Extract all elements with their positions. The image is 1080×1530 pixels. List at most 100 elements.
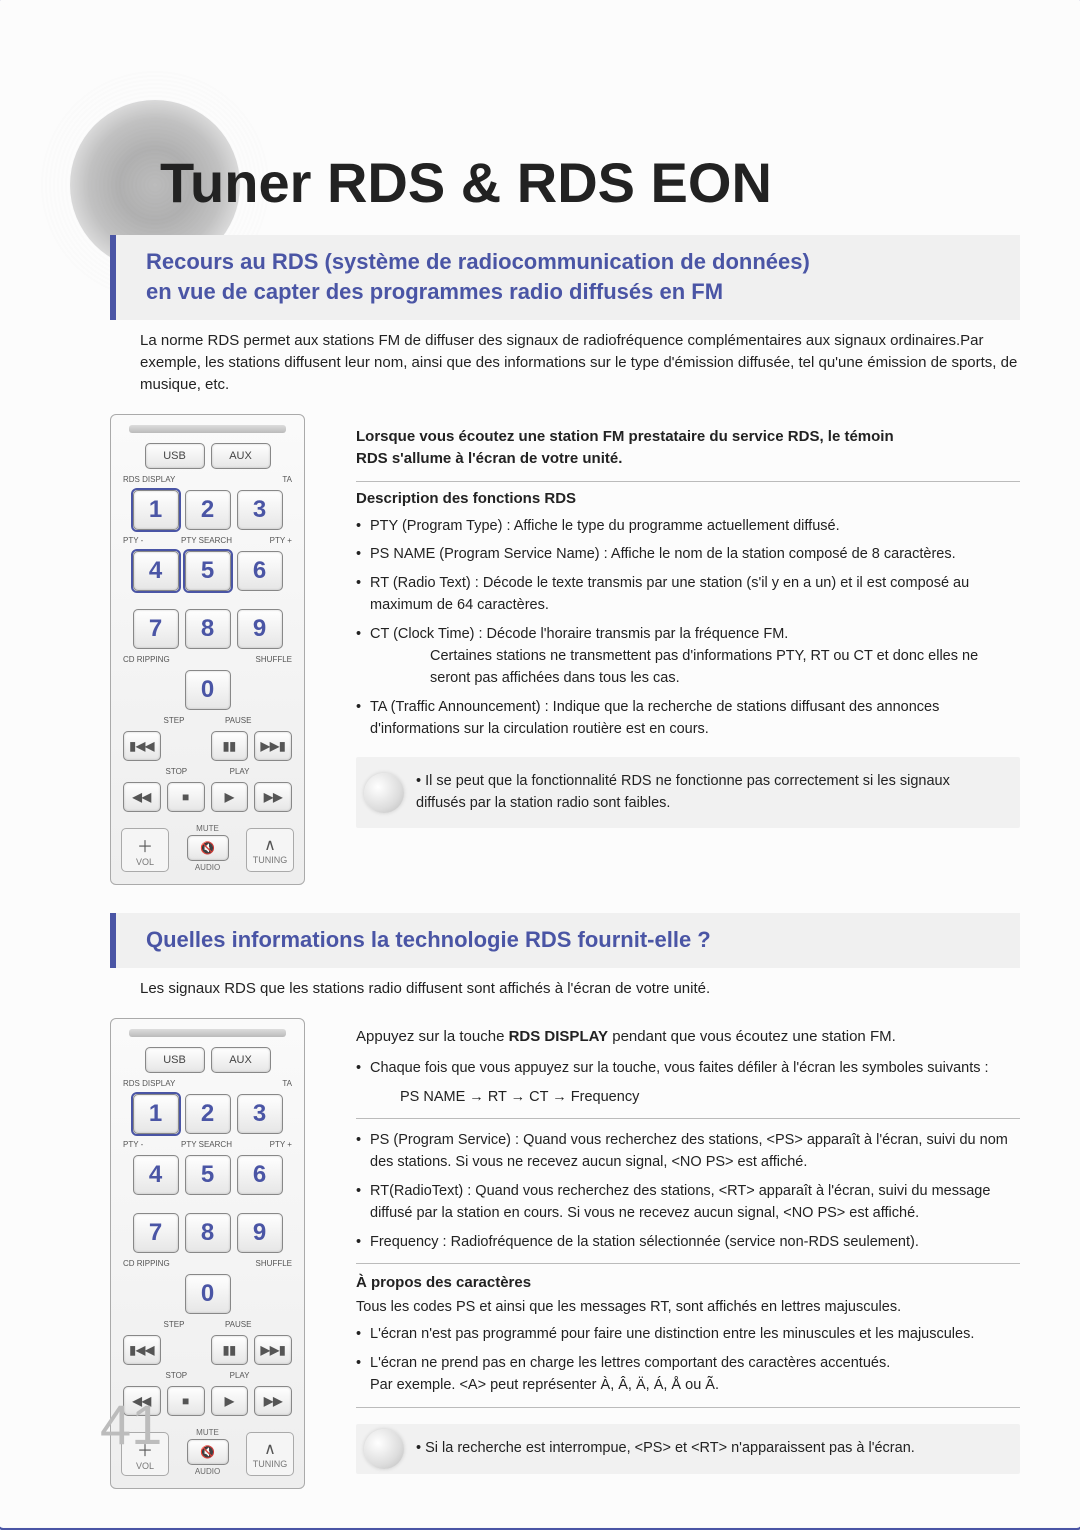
rds-display-label: RDS DISPLAY — [123, 475, 175, 484]
section2-list2: PS (Program Service) : Quand vous recher… — [356, 1129, 1020, 1253]
remote-row-0: 0 — [119, 670, 296, 710]
stop-button: ■ — [167, 782, 205, 812]
section1-header: Recours au RDS (système de radiocommunic… — [110, 235, 1020, 320]
page-title: Tuner RDS & RDS EON — [160, 150, 1020, 215]
section2-columns: USB AUX RDS DISPLAY TA 1 2 3 PTY - PTY S… — [110, 1018, 1020, 1489]
shuffle-label-2: SHUFFLE — [256, 1259, 292, 1268]
lead-line2: RDS s'allume à l'écran de votre unité. — [356, 450, 622, 467]
rds-ct-sub: Certaines stations ne transmettent pas d… — [430, 645, 1020, 690]
pty-search-label-2: PTY SEARCH — [181, 1140, 232, 1149]
remote-row-789: 7 8 9 — [119, 609, 296, 649]
remote-row-top: USB AUX — [119, 443, 296, 469]
remote-labels-stop: STOP PLAY — [119, 767, 296, 776]
pty-minus-label-2: PTY - — [123, 1140, 143, 1149]
s2-seq: PS NAME → RT → CT → Frequency — [400, 1086, 1020, 1108]
remote-bottom: ＋ VOL MUTE 🔇 AUDIO ∧ TUNING — [119, 824, 296, 872]
remote-labels-3: CD RIPPING SHUFFLE — [119, 655, 296, 664]
vol-button: ＋ VOL — [121, 828, 169, 872]
section1-columns: USB AUX RDS DISPLAY TA 1 2 3 PTY - PTY S… — [110, 414, 1020, 885]
s2-b1-text: Chaque fois que vous appuyez sur la touc… — [370, 1060, 989, 1076]
pause-label: PAUSE — [225, 716, 252, 725]
fwd-button-2: ▶▶ — [254, 1386, 292, 1416]
tune-up-icon-2: ∧ — [264, 1439, 276, 1459]
mute-label: MUTE — [196, 824, 219, 833]
mute-button-2: 🔇 — [187, 1439, 229, 1465]
num-2-button-2: 2 — [185, 1094, 231, 1134]
num-6-button-2: 6 — [237, 1155, 283, 1195]
prev-button: ▮◀◀ — [123, 731, 161, 761]
shuffle-label: SHUFFLE — [256, 655, 292, 664]
page-number: 41 — [100, 1392, 162, 1457]
section1-note: • Il se peut que la fonctionnalité RDS n… — [356, 757, 1020, 829]
s2-b1: Chaque fois que vous appuyez sur la touc… — [356, 1057, 1020, 1108]
tuning-button: ∧ TUNING — [246, 828, 294, 872]
audio-label-2: AUDIO — [195, 1467, 220, 1476]
num-4-button-2: 4 — [133, 1155, 179, 1195]
num-6-button: 6 — [237, 551, 283, 591]
step-label: STEP — [164, 716, 185, 725]
section2-header-text: Quelles informations la technologie RDS … — [146, 925, 1004, 955]
rule-2 — [356, 1263, 1020, 1264]
play-button-2: ▶ — [211, 1386, 249, 1416]
remote-row-456: 4 5 6 — [119, 551, 296, 591]
section1-header-line1: Recours au RDS (système de radiocommunic… — [146, 247, 1004, 277]
remote-row-123: 1 2 3 — [119, 490, 296, 530]
rule-1 — [356, 1118, 1020, 1119]
rds-display-label-2: RDS DISPLAY — [123, 1079, 175, 1088]
play-button: ▶ — [211, 782, 249, 812]
section2-note-text: Si la recherche est interrompue, <PS> et… — [425, 1440, 915, 1456]
chars-b2b: Par exemple. <A> peut représenter À, Â, … — [370, 1377, 719, 1393]
play-label-2: PLAY — [230, 1371, 250, 1380]
rds-ta: TA (Traffic Announcement) : Indique que … — [356, 696, 1020, 741]
mute-label-2: MUTE — [196, 1428, 219, 1437]
num-1-button-2: 1 — [133, 1094, 179, 1134]
mute-button: 🔇 — [187, 835, 229, 861]
chars-b2a: L'écran ne prend pas en charge les lettr… — [370, 1355, 890, 1371]
usb-button-2: USB — [145, 1047, 205, 1073]
section2-header: Quelles informations la technologie RDS … — [110, 913, 1020, 969]
section1-header-line2: en vue de capter des programmes radio di… — [146, 277, 1004, 307]
pause-label-2: PAUSE — [225, 1320, 252, 1329]
num-9-button-2: 9 — [237, 1213, 283, 1253]
num-0-button-2: 0 — [185, 1274, 231, 1314]
num-8-button: 8 — [185, 609, 231, 649]
vol-plus-icon: ＋ — [137, 833, 153, 857]
mute-stack: MUTE 🔇 AUDIO — [187, 824, 229, 872]
ta-label-2: TA — [282, 1079, 292, 1088]
num-0-button: 0 — [185, 670, 231, 710]
rds-desc-list: PTY (Program Type) : Affiche le type du … — [356, 515, 1020, 741]
rds-desc-head: Description des fonctions RDS — [356, 481, 1020, 507]
s2-b3: RT(RadioText) : Quand vous recherchez de… — [356, 1180, 1020, 1225]
remote-body: USB AUX RDS DISPLAY TA 1 2 3 PTY - PTY S… — [110, 414, 305, 885]
next-button: ▶▶▮ — [254, 731, 292, 761]
pause-button-2: ▮▮ — [211, 1335, 249, 1365]
chars-head: À propos des caractères — [356, 1274, 1020, 1291]
chars-list: L'écran n'est pas programmé pour faire u… — [356, 1323, 1020, 1396]
chars-b2: L'écran ne prend pas en charge les lettr… — [356, 1352, 1020, 1397]
tuning-button-2: ∧ TUNING — [246, 1432, 294, 1476]
ta-label: TA — [282, 475, 292, 484]
pty-minus-label: PTY - — [123, 536, 143, 545]
section2-list1: Chaque fois que vous appuyez sur la touc… — [356, 1057, 1020, 1108]
aux-button-2: AUX — [211, 1047, 271, 1073]
prev-button-2: ▮◀◀ — [123, 1335, 161, 1365]
section2-note: • Si la recherche est interrompue, <PS> … — [356, 1424, 1020, 1474]
rds-ct: CT (Clock Time) : Décode l'horaire trans… — [356, 623, 1020, 690]
play-label: PLAY — [230, 767, 250, 776]
remote-transport-1: ▮◀◀ ▮▮ ▶▶▮ — [119, 731, 296, 761]
section2-text: Appuyez sur la touche RDS DISPLAY pendan… — [356, 1018, 1020, 1489]
next-button-2: ▶▶▮ — [254, 1335, 292, 1365]
vol-label-2: VOL — [136, 1461, 154, 1471]
rds-psname: PS NAME (Program Service Name) : Affiche… — [356, 543, 1020, 565]
rds-ct-main: CT (Clock Time) : Décode l'horaire trans… — [370, 626, 788, 642]
section1-note-text: Il se peut que la fonctionnalité RDS ne … — [416, 773, 950, 811]
remote-sensor — [129, 425, 286, 433]
press-kw: RDS DISPLAY — [509, 1028, 608, 1045]
num-3-button-2: 3 — [237, 1094, 283, 1134]
section1-text: Lorsque vous écoutez une station FM pres… — [356, 414, 1020, 885]
rds-rt: RT (Radio Text) : Décode le texte transm… — [356, 572, 1020, 617]
pty-plus-label: PTY + — [270, 536, 292, 545]
section1-lead: Lorsque vous écoutez une station FM pres… — [356, 426, 1020, 471]
num-7-button-2: 7 — [133, 1213, 179, 1253]
manual-page: Tuner RDS & RDS EON Recours au RDS (syst… — [0, 0, 1080, 1527]
